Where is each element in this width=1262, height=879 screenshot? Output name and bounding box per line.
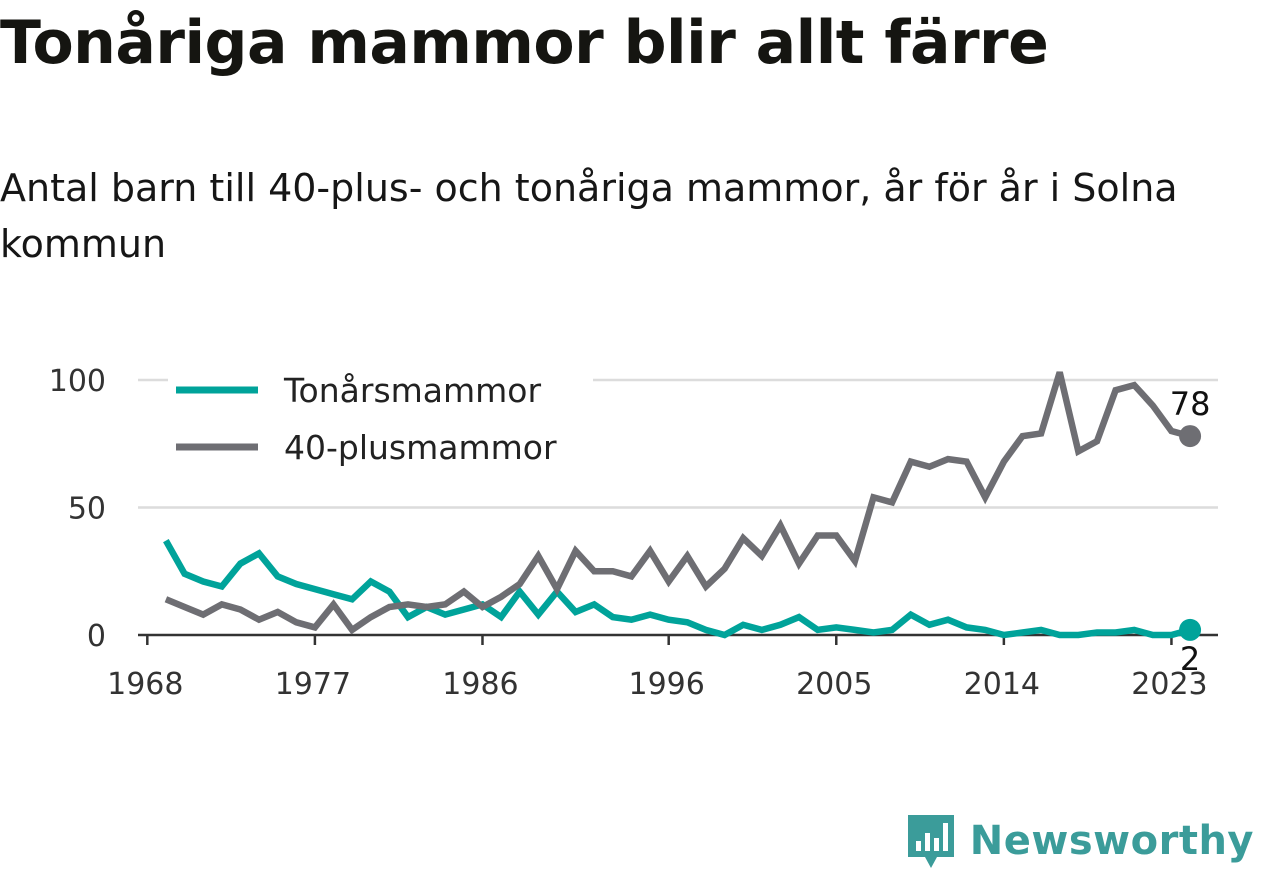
x-tick-label: 1977: [275, 667, 351, 702]
x-axis-ticks: 1968 1977 1986 1996 2005 2014 2023: [107, 635, 1208, 702]
end-value-label: 78: [1170, 385, 1211, 423]
series-lines: [163, 371, 1191, 639]
newsworthy-logo: Newsworthy: [906, 811, 1254, 871]
chart-title: Tonåriga mammor blir allt färre: [0, 8, 1049, 78]
legend-label-40plus: 40-plusmammor: [284, 428, 557, 467]
series-line-mothers-40-plus: [164, 371, 1191, 635]
chart-subtitle: Antal barn till 40-plus- och tonåriga ma…: [0, 166, 1178, 266]
y-tick-label: 50: [68, 492, 106, 527]
x-tick-label: 1968: [107, 667, 183, 702]
legend: Tonårsmammor 40-plusmammor: [168, 360, 593, 475]
x-tick-label: 2005: [796, 667, 872, 702]
x-tick-label: 1996: [629, 667, 705, 702]
y-tick-label: 100: [49, 364, 106, 399]
x-tick-label: 1986: [442, 667, 518, 702]
end-point-marker: [1179, 425, 1202, 448]
end-point-marker: [1179, 618, 1202, 641]
end-value-label: 2: [1180, 640, 1200, 678]
x-tick-label: 2023: [1131, 667, 1207, 702]
end-markers: 2 78: [1170, 385, 1211, 678]
brand-name: Newsworthy: [969, 818, 1254, 864]
legend-label-teenage: Tonårsmammor: [283, 371, 541, 410]
y-axis-labels: 0 50 100: [49, 364, 106, 654]
series-line-teenage-mothers: [163, 539, 1191, 639]
x-tick-label: 2014: [964, 667, 1040, 702]
newsworthy-icon: [907, 815, 954, 868]
y-tick-label: 0: [87, 619, 106, 654]
